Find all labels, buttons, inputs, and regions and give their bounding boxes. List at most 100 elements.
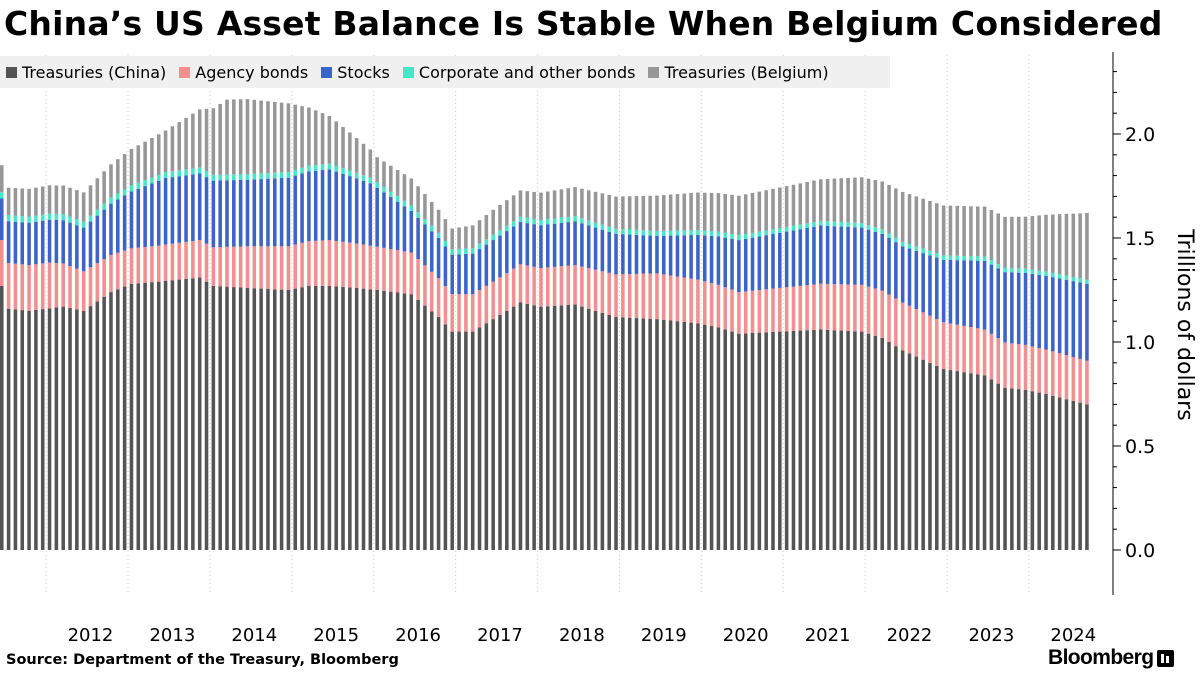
bar-segment [607, 194, 611, 227]
bar-segment [518, 302, 523, 550]
bar-segment [327, 240, 332, 286]
bar-segment [1051, 272, 1055, 278]
bar-segment [102, 296, 106, 550]
bar-segment [771, 331, 775, 550]
bar-segment [928, 255, 932, 316]
bar-segment [648, 195, 652, 231]
legend-swatch [648, 66, 660, 78]
bar-segment [81, 192, 86, 222]
bar-segment [1071, 276, 1076, 282]
legend-item: Treasuries (Belgium) [648, 63, 829, 82]
legend-item: Stocks [321, 63, 390, 82]
bar-segment [300, 106, 304, 168]
bar-segment [20, 188, 25, 217]
bar-segment [805, 330, 809, 550]
bar-segment [573, 221, 577, 266]
bar-segment [1023, 216, 1028, 269]
bar-segment [921, 359, 925, 550]
bar-segment [40, 263, 45, 310]
bar-segment [825, 329, 830, 550]
bar-segment [723, 193, 727, 233]
bar-segment [307, 165, 311, 172]
bar-segment [853, 177, 857, 223]
bar-segment [962, 255, 966, 261]
bar-segment [955, 371, 960, 550]
bar-segment [204, 177, 209, 244]
bar-segment [607, 231, 611, 273]
legend-swatch [6, 66, 17, 78]
bar-segment [853, 222, 857, 228]
bar-segment [361, 288, 366, 550]
bar-segment [1044, 349, 1048, 394]
bar-segment [662, 235, 666, 275]
bar-segment [819, 220, 823, 226]
bar-segment [232, 174, 236, 181]
bar-segment [709, 283, 714, 327]
bar-segment [887, 294, 891, 342]
bar-segment [832, 221, 837, 227]
bar-segment [197, 240, 202, 278]
bar-segment [116, 252, 120, 290]
bar-segment [40, 309, 45, 550]
bar-segment [743, 291, 748, 334]
bar-segment [709, 231, 714, 236]
bar-segment [730, 234, 734, 239]
bar-segment [300, 167, 304, 174]
bar-segment [532, 191, 536, 219]
bar-segment [423, 265, 427, 306]
chart-bars [0, 99, 1089, 550]
bar-segment [525, 223, 530, 266]
bar-segment [696, 229, 700, 235]
bar-segment [627, 196, 632, 230]
bar-segment [81, 227, 86, 272]
bar-segment [477, 243, 482, 250]
bar-segment [900, 350, 905, 550]
bar-segment [259, 246, 263, 289]
bar-segment [607, 272, 611, 315]
bar-segment [764, 235, 768, 290]
bar-segment [122, 189, 127, 196]
bar-segment [969, 327, 973, 374]
bar-segment [641, 235, 646, 274]
bar-segment [375, 182, 379, 188]
bar-segment [13, 221, 18, 264]
bar-segment [832, 178, 837, 222]
bar-segment [668, 275, 673, 321]
bar-segment [334, 171, 338, 241]
bar-segment [989, 264, 994, 334]
bar-segment [518, 264, 523, 303]
bar-segment [907, 244, 912, 249]
bar-segment [491, 234, 495, 241]
bar-segment [443, 324, 448, 550]
bar-segment [757, 332, 762, 550]
bar-segment [109, 292, 113, 550]
bar-segment [334, 240, 338, 287]
brand-name: Bloomberg [1048, 646, 1154, 669]
bar-segment [887, 342, 891, 550]
bar-segment [470, 248, 475, 254]
bar-segment [163, 280, 168, 550]
bar-segment [539, 306, 543, 550]
bar-segment [450, 228, 454, 250]
bar-segment [716, 193, 721, 232]
bar-segment [88, 215, 93, 222]
bar-segment [252, 173, 257, 180]
bar-segment [27, 222, 31, 266]
bar-segment [600, 224, 605, 230]
bar-segment [634, 229, 639, 235]
bar-segment [819, 283, 823, 330]
bar-segment [627, 317, 632, 550]
bar-segment [798, 330, 803, 550]
bar-segment [709, 326, 714, 550]
bar-segment [723, 237, 727, 288]
bar-segment [955, 205, 960, 256]
bar-segment [95, 215, 100, 264]
bar-segment [423, 194, 427, 220]
bar-segment [634, 196, 639, 230]
bar-segment [955, 260, 960, 325]
bar-segment [1030, 346, 1035, 392]
bar-segment [559, 217, 564, 223]
bar-segment [409, 178, 414, 206]
bar-segment [109, 203, 113, 255]
bar-segment [259, 288, 263, 550]
